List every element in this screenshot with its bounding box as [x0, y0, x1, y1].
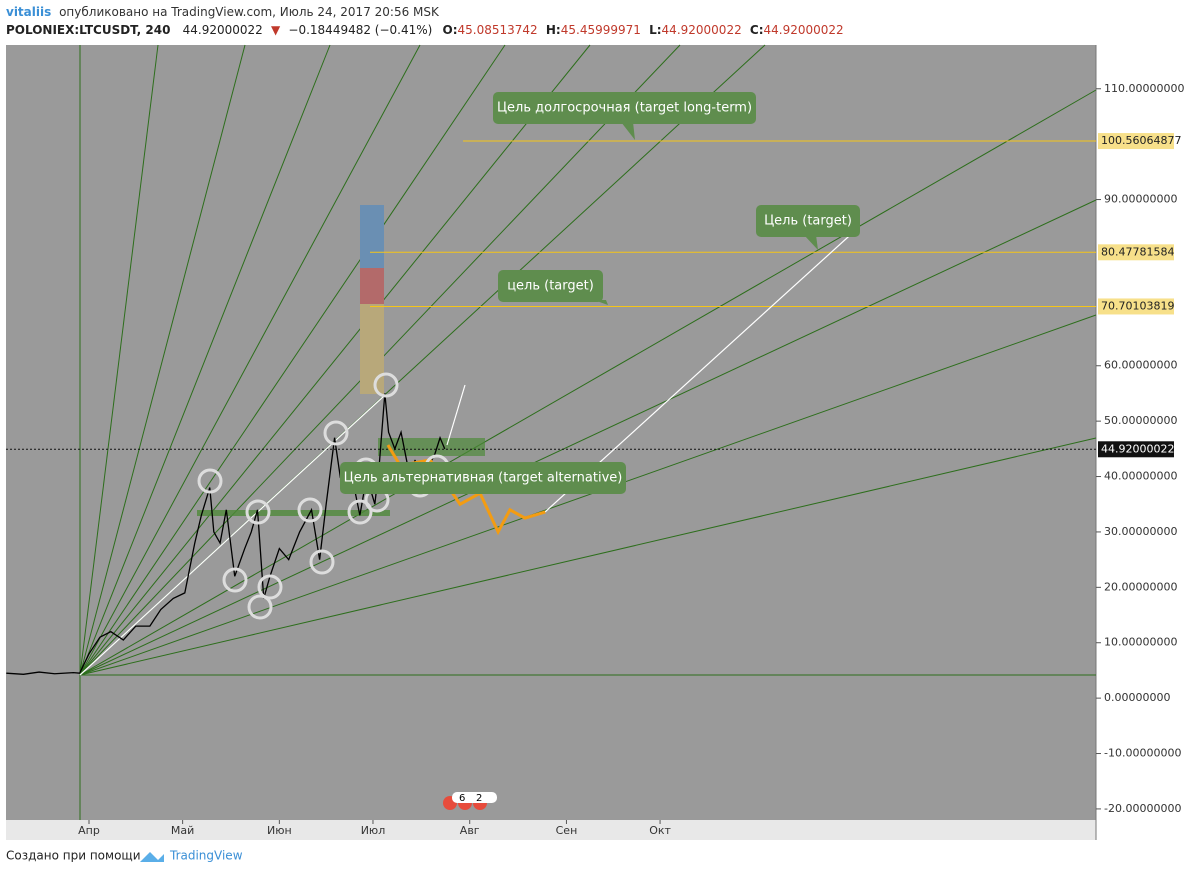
y-tick-label: -20.00000000 — [1104, 802, 1181, 815]
high-label: H: — [546, 23, 561, 37]
x-tick-label: Май — [171, 824, 194, 837]
marker-circle — [247, 594, 273, 620]
y-tick-label: 10.00000000 — [1104, 636, 1177, 649]
level-label: 100.56064877 — [1101, 134, 1181, 147]
fan-line — [79, 44, 246, 676]
low: 44.92000022 — [662, 23, 742, 37]
x-tick-label: Сен — [556, 824, 578, 837]
header-line-2: POLONIEX:LTCUSDT, 240 44.92000022 ▼ −0.1… — [6, 23, 844, 37]
open-label: O: — [443, 23, 458, 37]
symbol: POLONIEX:LTCUSDT, 240 — [6, 23, 170, 37]
callout-text: цель (target) — [507, 279, 594, 294]
header-line-1: vitaliis опубликовано на TradingView.com… — [6, 5, 440, 19]
fan-line — [79, 44, 159, 676]
marker-circle — [323, 420, 349, 446]
badge[interactable]: 6 2 — [443, 792, 497, 810]
marker-circle — [222, 567, 248, 593]
zone — [197, 510, 390, 516]
marker-circle — [347, 499, 373, 525]
low-label: L: — [649, 23, 661, 37]
marker-circle — [197, 468, 223, 494]
footer-credit: Создано при помощи — [6, 849, 141, 863]
callout-text: Цель (target) — [764, 214, 852, 229]
callout-tail — [621, 122, 635, 140]
badge-count: 6 — [459, 793, 465, 804]
last: 44.92000022 — [183, 23, 263, 37]
marker-circle — [309, 549, 335, 575]
marker-circle — [257, 574, 283, 600]
x-tick-label: Июн — [267, 824, 292, 837]
change: −0.18449482 (−0.41%) — [288, 23, 432, 37]
x-tick-label: Авг — [460, 824, 480, 837]
price-line — [6, 393, 446, 675]
callout — [340, 462, 626, 494]
fan-line — [79, 89, 1097, 676]
position-target — [360, 205, 384, 268]
level-label: 80.47781584 — [1101, 245, 1174, 258]
callout — [493, 92, 756, 124]
position-stop — [360, 268, 384, 304]
level-label-box — [1098, 298, 1174, 315]
logo — [140, 852, 164, 862]
x-tick-label: Июл — [361, 824, 386, 837]
last-price-box — [1098, 441, 1174, 458]
badge-box — [452, 792, 497, 803]
x-tick-label: Апр — [78, 824, 100, 837]
plot: Цель долгосрочная (target long-term) Цель… — [6, 44, 1097, 820]
position-entry — [360, 304, 384, 394]
callout-text: Цель долгосрочная (target long-term) — [497, 101, 752, 116]
footer-brand[interactable]: TradingView — [169, 849, 243, 863]
plot-area — [6, 45, 1096, 820]
callout-text: Цель альтернативная (target alternative) — [344, 471, 623, 486]
callout — [756, 205, 860, 237]
y-tick-label: 40.00000000 — [1104, 470, 1177, 483]
y-tick-label: 50.00000000 — [1104, 414, 1177, 427]
fan-line — [79, 44, 506, 676]
down-arrow: ▼ — [271, 23, 281, 37]
marker-circle — [245, 499, 271, 525]
close: 44.92000022 — [764, 23, 844, 37]
y-tick-label: 90.00000000 — [1104, 193, 1177, 206]
y-tick-label: 20.00000000 — [1104, 580, 1177, 593]
callout — [498, 270, 603, 302]
marker-circle — [373, 372, 399, 398]
marker-circle — [297, 497, 323, 523]
x-axis-area — [6, 820, 1096, 840]
y-tick-label: 0.00000000 — [1104, 691, 1170, 704]
level-label-box — [1098, 133, 1174, 150]
close-label: C: — [750, 23, 764, 37]
user[interactable]: vitaliis — [6, 5, 51, 19]
y-tick-label: 30.00000000 — [1104, 525, 1177, 538]
fan-line — [79, 44, 591, 676]
y-tick-label: -10.00000000 — [1104, 747, 1181, 760]
level-label: 70.70103819 — [1101, 299, 1174, 312]
open: 45.08513742 — [458, 23, 538, 37]
fan-line — [79, 44, 331, 676]
trend-line — [446, 384, 466, 446]
y-tick-label: 60.00000000 — [1104, 359, 1177, 372]
y-tick-label: 110.00000000 — [1104, 82, 1184, 95]
high: 45.45999971 — [561, 23, 641, 37]
fan-line — [79, 44, 421, 676]
fan-line — [79, 314, 1097, 676]
last-price-label: 44.92000022 — [1101, 442, 1174, 455]
fan-line — [79, 437, 1097, 676]
published: опубликовано на TradingView.com, Июль 24… — [59, 5, 440, 19]
x-tick-label: Окт — [649, 824, 671, 837]
level-label-box — [1098, 244, 1174, 261]
fan-line — [79, 199, 1097, 676]
callout-tail — [804, 235, 818, 250]
badge-count: 2 — [476, 793, 482, 804]
